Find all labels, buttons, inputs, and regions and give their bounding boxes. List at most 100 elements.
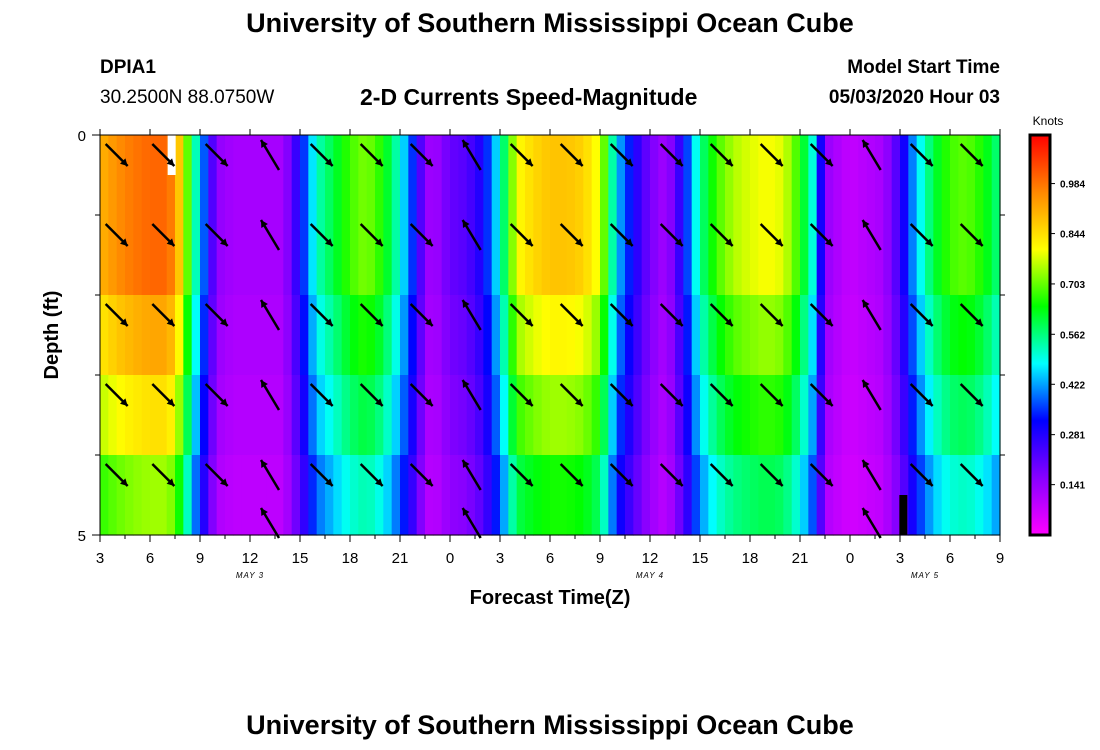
- x-tick-label: 21: [392, 550, 409, 567]
- heatmap-cell: [291, 135, 301, 216]
- heatmap-cell: [941, 135, 951, 216]
- x-tick-label: 3: [496, 550, 504, 567]
- heatmap-cell: [650, 295, 659, 376]
- heatmap-cell: [408, 295, 418, 376]
- heatmap-cell: [575, 295, 584, 376]
- current-arrow: [359, 383, 384, 407]
- heatmap-cell: [183, 215, 193, 296]
- heatmap-cell: [666, 455, 676, 536]
- heatmap-cell: [908, 455, 918, 536]
- heatmap-cell: [933, 215, 943, 296]
- heatmap-cell: [641, 455, 651, 536]
- heatmap-cell: [800, 295, 809, 376]
- heatmap-cell: [950, 455, 959, 536]
- heatmap-cell: [591, 455, 601, 536]
- heatmap-cell: [991, 135, 1001, 216]
- heatmap-cell: [416, 375, 426, 456]
- heatmap-cell: [808, 295, 818, 376]
- heatmap-cell: [466, 215, 476, 296]
- heatmap-cell: [741, 215, 751, 296]
- arrow-head: [374, 478, 383, 486]
- heatmap-cell: [600, 295, 609, 376]
- current-arrow: [759, 303, 784, 327]
- current-arrow: [409, 143, 434, 167]
- arrow-head: [374, 398, 383, 406]
- current-arrow: [909, 383, 934, 407]
- heatmap-cell: [191, 295, 201, 376]
- arrow-head: [424, 318, 433, 326]
- current-arrow: [559, 463, 584, 487]
- heatmap-cell: [341, 295, 351, 376]
- heatmap-cell: [308, 215, 318, 296]
- heatmap-cell: [141, 215, 151, 296]
- heatmap-cell: [550, 455, 559, 536]
- heatmap-cell: [183, 375, 193, 456]
- heatmap-cell: [725, 295, 734, 376]
- arrow-head: [574, 398, 583, 406]
- heatmap-cell: [133, 455, 143, 536]
- heatmap-cell: [825, 455, 834, 536]
- arrow-head: [424, 238, 433, 246]
- current-arrow: [204, 383, 229, 407]
- heatmap-cell: [525, 215, 534, 296]
- heatmap-cell: [300, 375, 309, 456]
- heatmap-cell: [108, 295, 118, 376]
- heatmap-cell: [316, 215, 326, 296]
- arrow-head: [862, 220, 870, 228]
- heatmap-cell: [125, 455, 134, 536]
- colorbar-unit: Knots: [1033, 114, 1064, 128]
- heatmap-cell: [458, 375, 468, 456]
- heatmap-cell: [166, 375, 176, 456]
- heatmap-cell: [983, 295, 993, 376]
- heatmap-cell: [416, 215, 426, 296]
- arrow-head: [924, 158, 933, 166]
- heatmap-cell: [733, 135, 743, 216]
- heatmap-cell: [525, 455, 534, 536]
- heatmap-cell: [741, 375, 751, 456]
- heatmap-cell: [675, 295, 684, 376]
- heatmap-cell: [950, 215, 959, 296]
- heatmap-cell: [541, 135, 551, 216]
- arrow-head: [462, 380, 470, 388]
- arrow-head: [261, 380, 268, 388]
- heatmap-cell: [316, 375, 326, 456]
- current-arrow: [309, 223, 334, 247]
- x-tick-label: 6: [546, 550, 554, 567]
- heatmap-cell: [508, 375, 518, 456]
- heatmap-cell: [483, 375, 493, 456]
- arrow-head: [462, 508, 470, 516]
- heatmap-cell: [133, 135, 143, 216]
- current-arrow: [259, 459, 281, 491]
- heatmap-cell: [891, 215, 901, 296]
- heatmap-cell: [175, 375, 184, 456]
- heatmap-cell: [358, 455, 368, 536]
- arrow-head: [624, 158, 633, 166]
- heatmap-cell: [583, 375, 593, 456]
- x-tick-label: 3: [96, 550, 104, 567]
- heatmap-cell: [533, 135, 543, 216]
- heatmap-cell: [358, 295, 368, 376]
- arrow-head: [924, 398, 933, 406]
- heatmap-cell: [625, 135, 634, 216]
- arrow-head: [724, 238, 733, 246]
- arrow-head: [524, 238, 533, 246]
- colorbar-tick-label: 0.844: [1060, 230, 1085, 241]
- current-arrow: [461, 299, 482, 331]
- heatmap-cell: [691, 375, 701, 456]
- current-arrow: [104, 463, 129, 487]
- heatmap-cell: [458, 455, 468, 536]
- heatmap-cell: [850, 135, 859, 216]
- arrow-head: [219, 158, 228, 166]
- x-tick-label: 21: [792, 550, 809, 567]
- arrow-head: [324, 478, 333, 486]
- arrow-head: [674, 158, 683, 166]
- footer-title: University of Southern Mississippi Ocean…: [246, 710, 854, 740]
- heatmap-cell: [325, 135, 334, 216]
- x-axis-label: Forecast Time(Z): [470, 587, 631, 609]
- heatmap-cell: [266, 455, 276, 536]
- heatmap-cell: [983, 135, 993, 216]
- heatmap-cell: [691, 215, 701, 296]
- heatmap-cell: [350, 215, 359, 296]
- heatmap-cell: [925, 215, 934, 296]
- heatmap-cell: [933, 295, 943, 376]
